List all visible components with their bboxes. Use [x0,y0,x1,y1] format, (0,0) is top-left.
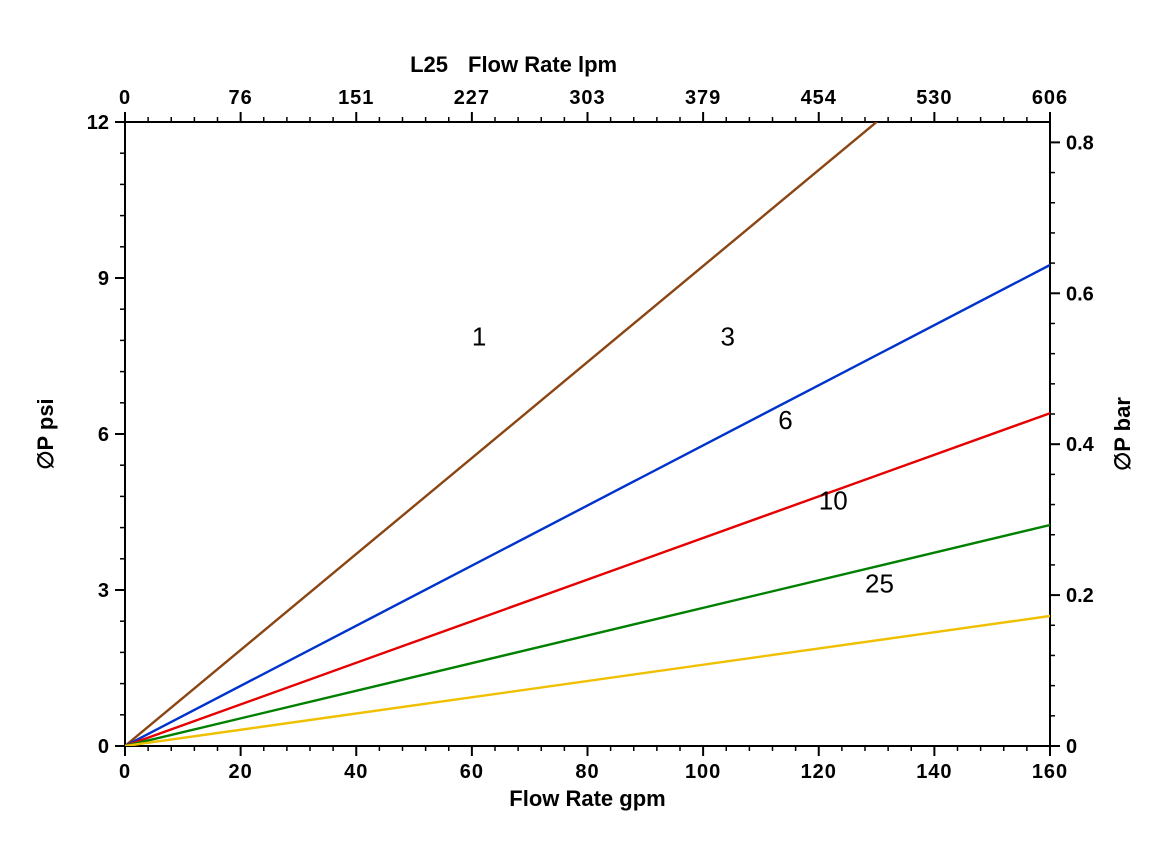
series-label-6: 6 [778,405,792,435]
y-left-tick-label: 12 [87,112,109,134]
y-left-title: ∅P psi [33,398,58,469]
x-top-tick-label: 151 [338,87,374,109]
x-bottom-title: Flow Rate gpm [509,786,665,811]
x-top-tick-label: 0 [119,87,131,109]
x-bottom-tick-label: 80 [575,761,599,783]
x-top-tick-label: 303 [569,87,605,109]
x-bottom-tick-label: 120 [801,761,837,783]
series-line-1 [125,122,877,746]
y-left-tick-label: 0 [98,736,109,758]
y-left-tick-label: 9 [98,268,109,290]
y-right-tick-label: 0 [1066,736,1077,758]
y-right-title: ∅P bar [1110,397,1135,471]
chart-title-l25: L25 [410,52,448,77]
series-group [125,122,1050,746]
x-bottom-tick-label: 0 [119,761,131,783]
x-top-title: Flow Rate lpm [468,52,617,77]
series-line-6 [125,413,1050,746]
series-label-25: 25 [865,569,894,599]
x-bottom-tick-label: 100 [685,761,721,783]
y-right-tick-label: 0.2 [1066,585,1094,607]
series-line-3 [125,265,1050,746]
y-right-tick-label: 0.4 [1066,434,1095,456]
x-bottom-tick-label: 40 [344,761,368,783]
series-label-3: 3 [720,322,734,352]
x-bottom-tick-label: 20 [229,761,253,783]
chart-container: { "chart": { "type": "line", "title_top_… [0,0,1170,866]
series-label-10: 10 [819,485,848,515]
x-top-tick-label: 76 [229,87,253,109]
x-bottom-tick-label: 160 [1032,761,1068,783]
x-top-tick-label: 454 [801,87,837,109]
x-top-tick-label: 379 [685,87,721,109]
series-label-1: 1 [472,322,486,352]
x-top-tick-label: 606 [1032,87,1068,109]
x-bottom-tick-label: 140 [916,761,952,783]
pressure-drop-chart: 020406080100120140160Flow Rate gpm076151… [0,0,1170,866]
y-right-tick-label: 0.6 [1066,283,1094,305]
y-left-tick-label: 6 [98,424,109,446]
y-right-tick-label: 0.8 [1066,132,1094,154]
y-left-tick-label: 3 [98,580,109,602]
plot-area [125,122,1050,746]
x-top-tick-label: 530 [916,87,952,109]
x-top-tick-label: 227 [454,87,490,109]
x-bottom-tick-label: 60 [460,761,484,783]
